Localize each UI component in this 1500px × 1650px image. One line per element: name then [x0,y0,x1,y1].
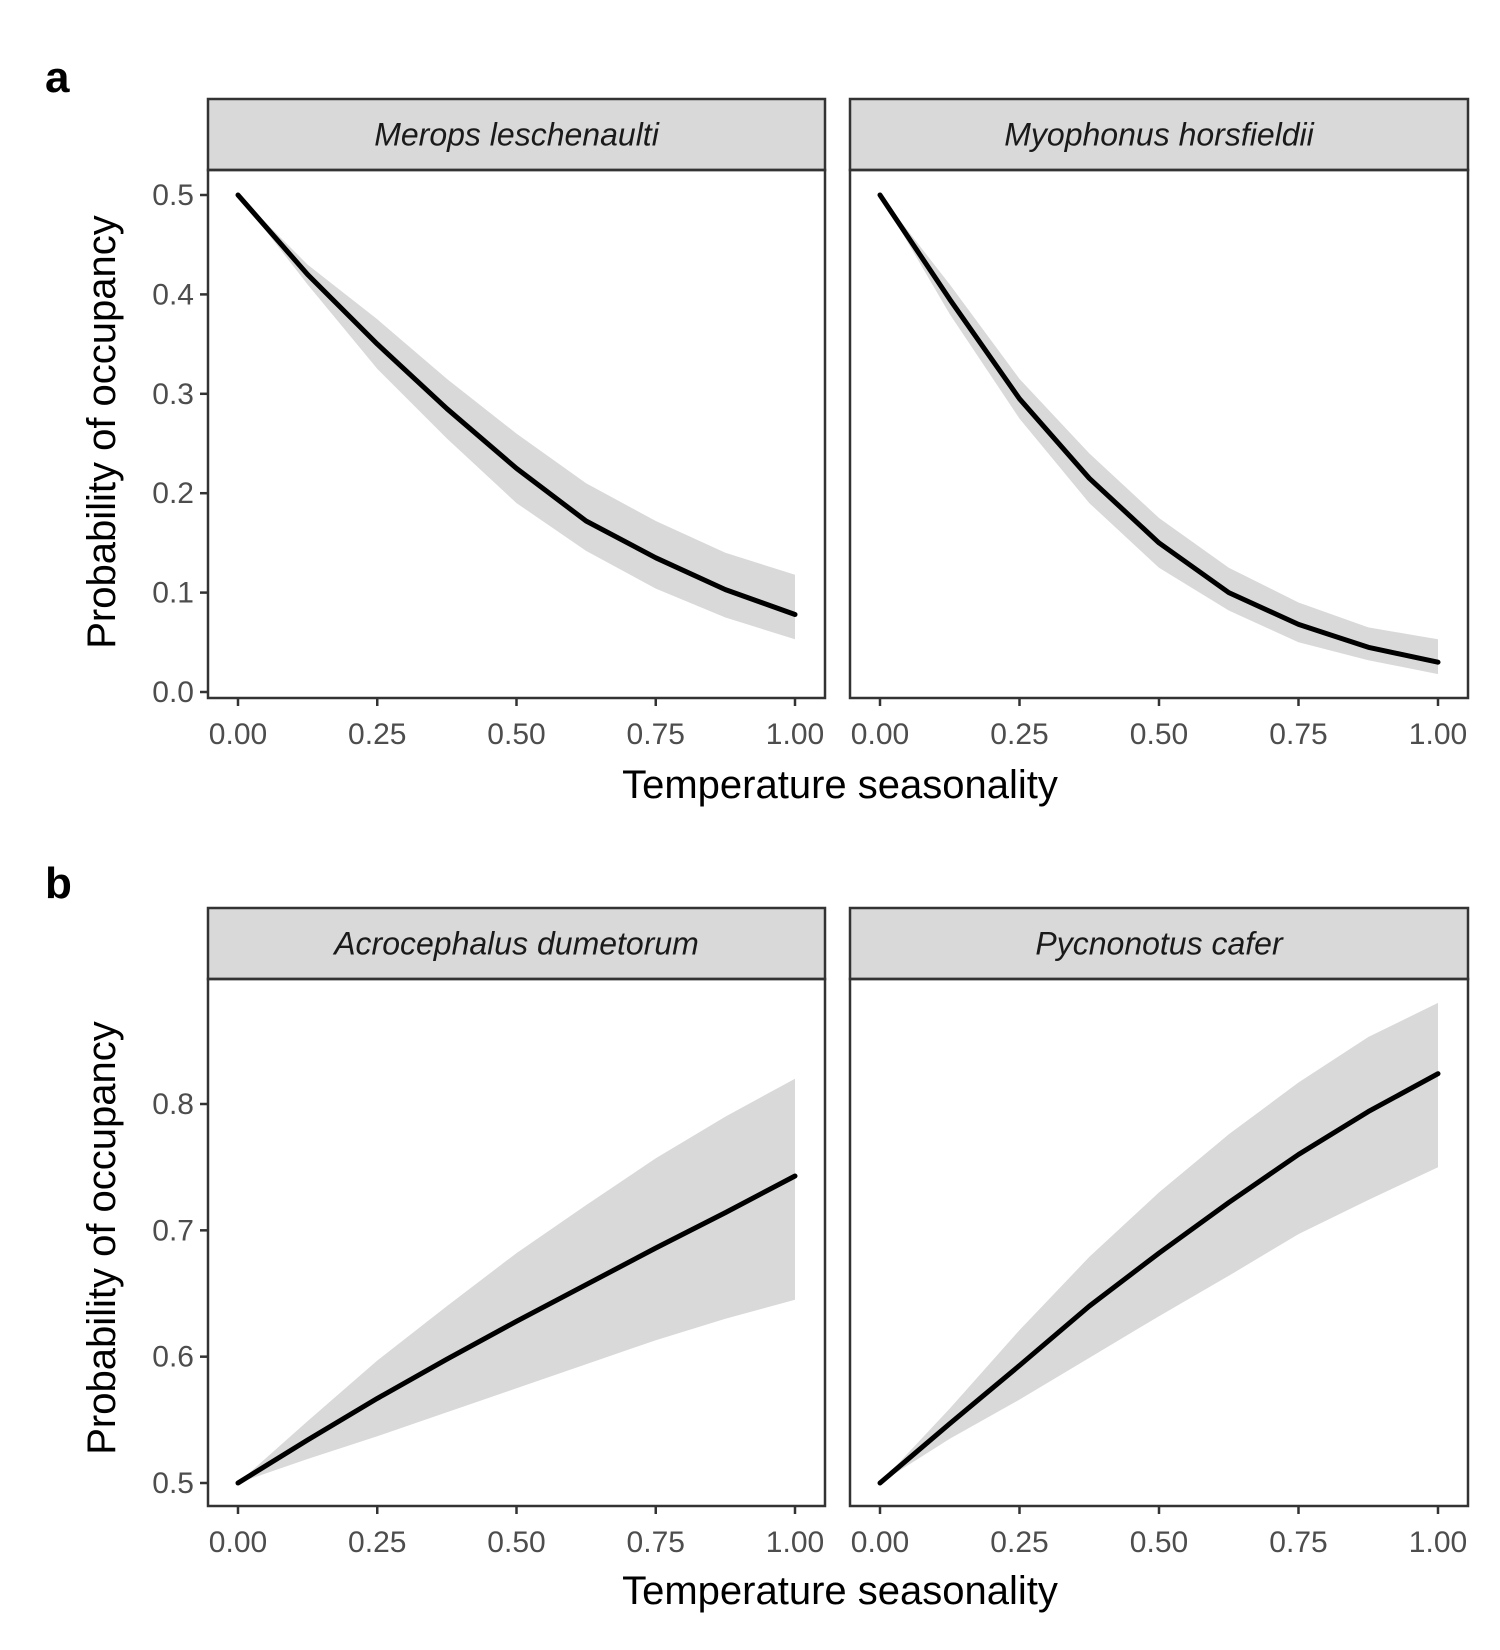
facet-title: Merops leschenaulti [374,117,659,153]
y-tick-label: 0.4 [152,278,194,311]
x-tick-label: 0.00 [851,718,909,751]
confidence-ribbon [880,195,1438,675]
series-line [877,192,1441,665]
x-tick-label: 0.00 [209,1526,267,1559]
x-tick-label: 1.00 [766,1526,824,1559]
x-tick-label: 0.75 [1269,1526,1327,1559]
facet-merops-leschenaulti: Merops leschenaulti 0.00 0.25 0.50 0.75 1.00 0… [152,97,827,751]
x-tick-label: 0.50 [487,718,545,751]
x-tick-label: 0.00 [851,1526,909,1559]
x-tick-label: 0.25 [348,1526,406,1559]
x-tick-label: 0.50 [487,1526,545,1559]
y-tick-label: 0.5 [152,179,194,212]
facet-strip [206,906,827,981]
facet-title: Myophonus horsfieldii [1004,117,1314,153]
plot-border [848,168,1470,700]
x-tick-label: 0.75 [1269,718,1327,751]
facet-title: Pycnonotus cafer [1035,926,1284,962]
y-tick-label: 0.5 [152,1467,194,1500]
x-axis-title-b: Temperature seasonality [622,1569,1058,1613]
x-tick-label: 1.00 [1409,1526,1467,1559]
confidence-ribbon [238,1078,795,1483]
y-tick-label: 0.0 [152,676,194,709]
x-tick-label: 0.50 [1130,718,1188,751]
facet-acrocephalus-dumetorum: Acrocephalus dumetorum 0.00 0.25 0.50 0.75 1.… [152,906,827,1559]
x-tick-label: 0.25 [348,718,406,751]
y-tick-label: 0.1 [152,577,194,610]
y-tick-label: 0.7 [152,1214,194,1247]
facet-panels: Merops leschenaulti 0.00 0.25 0.50 0.75 1.00 0… [152,97,1470,1559]
series-line [877,1071,1441,1486]
x-tick-label: 0.75 [627,1526,685,1559]
x-tick-label: 0.00 [209,718,267,751]
series-line [235,192,798,617]
facet-pycnonotus-cafer: Pycnonotus cafer 0.00 0.25 0.50 0.75 1.00 [848,906,1470,1559]
panel-label-a: a [45,53,70,102]
y-tick-label: 0.6 [152,1341,194,1374]
y-axis-title-a: Probability of occupancy [80,215,124,649]
facet-strip [206,97,827,172]
x-tick-label: 0.50 [1130,1526,1188,1559]
y-tick-label: 0.8 [152,1088,194,1121]
y-axis-title-b: Probability of occupancy [80,1021,124,1455]
x-tick-label: 0.25 [990,718,1048,751]
x-tick-label: 0.25 [990,1526,1048,1559]
y-tick-label: 0.2 [152,477,194,510]
facet-myophonus-horsfieldii: Myophonus horsfieldii 0.00 0.25 0.50 0.75 1.0… [848,97,1470,751]
x-tick-label: 1.00 [766,718,824,751]
x-tick-label: 0.75 [627,718,685,751]
panel-label-b: b [45,859,72,908]
x-axis-title-a: Temperature seasonality [622,763,1058,807]
series-line [235,1173,798,1486]
facet-title: Acrocephalus dumetorum [332,926,699,962]
confidence-ribbon [238,195,795,640]
x-tick-label: 1.00 [1409,718,1467,751]
y-tick-label: 0.3 [152,378,194,411]
